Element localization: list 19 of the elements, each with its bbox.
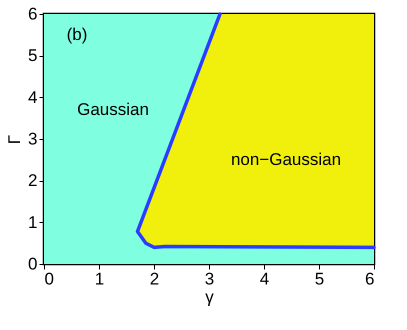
annotation: Gaussian	[77, 100, 149, 119]
y-tick-label: 2	[28, 171, 38, 190]
x-tick-label: 3	[204, 270, 214, 288]
x-tick-label: 1	[94, 270, 104, 288]
y-tick-label: 5	[28, 46, 38, 66]
y-tick-label: 1	[28, 212, 38, 232]
x-tick-label: 4	[260, 270, 270, 288]
annotation: non−Gaussian	[230, 150, 342, 169]
y-tick-label: 0	[28, 254, 38, 274]
y-tick-label: 3	[28, 130, 38, 148]
y-axis-title: Γ	[5, 134, 24, 144]
x-tick-label: 5	[314, 270, 324, 288]
y-tick-label: 4	[28, 88, 38, 107]
y-tick-label: 6	[28, 4, 38, 24]
x-tick-label: 2	[150, 270, 160, 288]
x-axis-title: γ	[205, 288, 214, 306]
x-tick-label: 6	[365, 270, 374, 288]
annotation: (b)	[66, 25, 88, 44]
x-tick-label: 0	[44, 270, 54, 288]
